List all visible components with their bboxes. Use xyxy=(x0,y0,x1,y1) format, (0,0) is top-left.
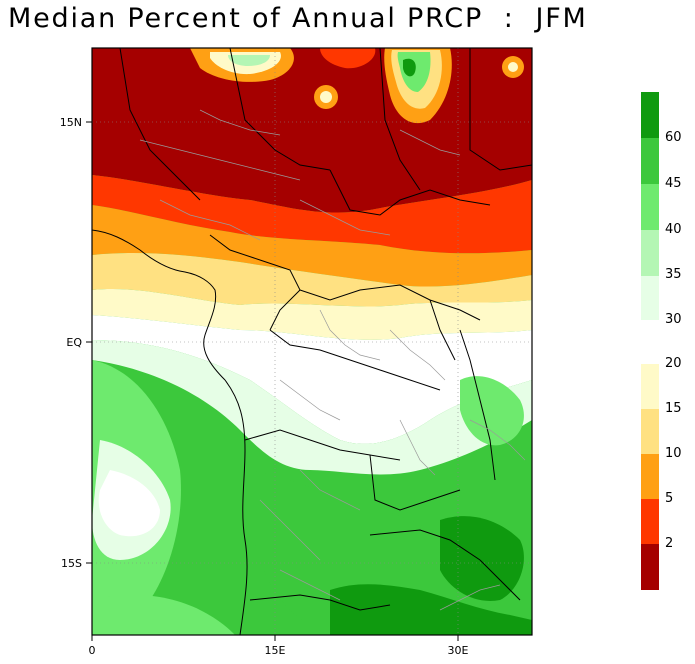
lat-label-eq: EQ xyxy=(66,336,82,349)
lat-label-15n: 15N xyxy=(60,116,82,129)
band-5 xyxy=(92,175,532,254)
colorbar-swatch-60 xyxy=(641,92,659,138)
axis-ticks xyxy=(86,121,459,641)
colorbar-label-5: 5 xyxy=(665,491,674,506)
lon-label-15e: 15E xyxy=(265,644,286,657)
colorbar-label-2: 2 xyxy=(665,536,674,551)
colorbar-label-60: 60 xyxy=(665,130,682,145)
colorbar-label-20: 20 xyxy=(665,356,682,371)
lat-labels: 15N EQ 15S xyxy=(60,116,83,570)
colorbar-swatch-10 xyxy=(641,454,659,499)
colorbar-label-40: 40 xyxy=(665,222,682,237)
colorbar-swatch-35 xyxy=(641,230,659,276)
se-dark-green xyxy=(440,516,524,601)
colorbar-label-30: 30 xyxy=(665,312,682,327)
colorbar-swatch-2 xyxy=(641,544,659,590)
map-title: Median Percent of Annual PRCP : JFM xyxy=(8,3,588,34)
sahara-patch-2 xyxy=(320,48,376,69)
band-10 xyxy=(92,205,532,287)
colorbar-label-15: 15 xyxy=(665,401,682,416)
colorbar-swatch-45 xyxy=(641,138,659,184)
sahara-patch-3d xyxy=(403,58,416,77)
colorbar-swatch-30 xyxy=(641,276,659,320)
colorbar-swatch-5 xyxy=(641,499,659,544)
colorbar-label-10: 10 xyxy=(665,446,682,461)
band-20 xyxy=(92,288,532,340)
colorbar-swatch-20 xyxy=(641,364,659,409)
colorbar-swatch-15 xyxy=(641,409,659,454)
country-borders xyxy=(92,48,532,635)
precip-field xyxy=(92,48,532,635)
band-white xyxy=(92,315,532,444)
lon-label-0: 0 xyxy=(89,644,96,657)
colorbar-label-35: 35 xyxy=(665,267,682,282)
band-15 xyxy=(92,252,532,307)
grid-lines xyxy=(92,48,532,635)
east-green xyxy=(460,376,524,446)
south-dark-green xyxy=(330,584,532,635)
colorbar-swatch-40 xyxy=(641,184,659,230)
sw-ocean-white xyxy=(98,470,160,537)
colorbar xyxy=(641,92,659,590)
sw-corner xyxy=(92,594,235,635)
lon-labels: 0 15E 30E xyxy=(89,644,469,657)
colorbar-label-45: 45 xyxy=(665,176,682,191)
sahara-spot-1b xyxy=(320,91,332,103)
lon-label-30e: 30E xyxy=(448,644,469,657)
band-30 xyxy=(92,340,532,475)
sahara-patch-1c xyxy=(228,55,270,66)
lat-label-15s: 15S xyxy=(61,557,82,570)
admin-borders xyxy=(139,109,526,611)
sahara-spot-2b xyxy=(508,62,518,72)
